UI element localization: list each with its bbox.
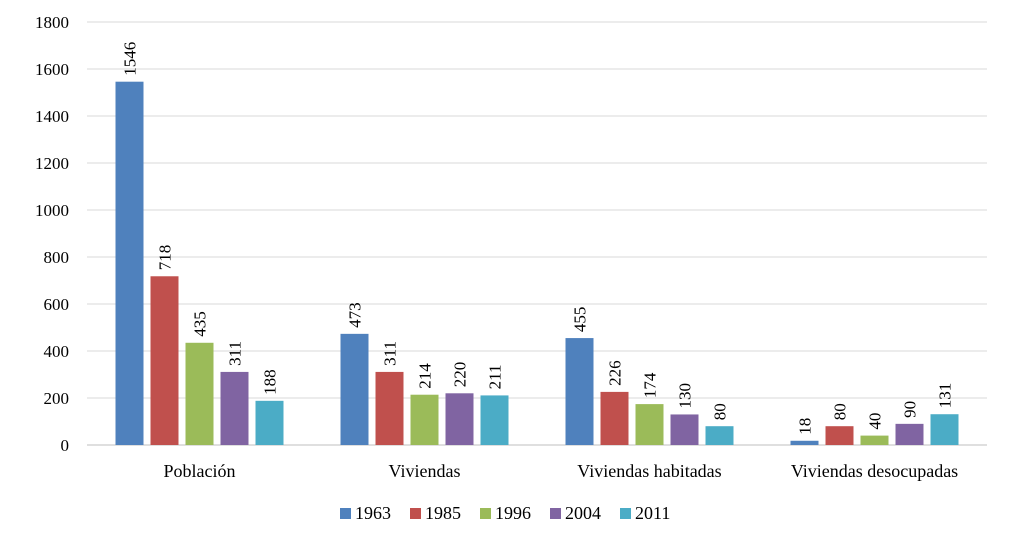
bar — [375, 371, 404, 445]
bar — [705, 426, 734, 445]
category-label: Viviendas habitadas — [577, 461, 721, 481]
bar — [600, 391, 629, 445]
data-label: 131 — [936, 383, 955, 409]
x-axis-categories: Población Viviendas Viviendas habitadas Viv… — [164, 461, 959, 481]
data-label: 90 — [901, 401, 920, 418]
bar — [220, 371, 249, 445]
category-label: Viviendas — [389, 461, 461, 481]
legend-swatch — [480, 508, 491, 519]
y-tick-label: 1600 — [35, 60, 69, 79]
data-label: 473 — [346, 302, 365, 328]
legend-label: 2011 — [635, 503, 670, 523]
legend-label: 1963 — [355, 503, 391, 523]
bar — [445, 393, 474, 445]
bar — [255, 400, 284, 445]
y-tick-label: 600 — [44, 295, 70, 314]
data-label: 211 — [486, 365, 505, 390]
data-label: 220 — [451, 362, 470, 388]
legend-swatch — [410, 508, 421, 519]
y-tick-label: 200 — [44, 389, 70, 408]
bars — [115, 81, 959, 445]
bar — [565, 338, 594, 445]
y-tick-label: 400 — [44, 342, 70, 361]
data-label: 311 — [381, 341, 400, 366]
legend: 1963 1985 1996 2004 2011 — [340, 503, 670, 523]
legend-swatch — [620, 508, 631, 519]
y-tick-label: 1200 — [35, 154, 69, 173]
category-label: Viviendas desocupadas — [791, 461, 958, 481]
bar — [930, 414, 959, 445]
bar — [670, 414, 699, 445]
data-label: 1546 — [121, 42, 140, 76]
data-label: 455 — [571, 307, 590, 333]
data-label: 18 — [796, 418, 815, 435]
y-tick-label: 1400 — [35, 107, 69, 126]
legend-label: 1996 — [495, 503, 531, 523]
legend-label: 1985 — [425, 503, 461, 523]
bar — [410, 394, 439, 445]
bar — [480, 395, 509, 445]
bar — [115, 81, 144, 445]
y-tick-label: 1800 — [35, 13, 69, 32]
data-label: 40 — [866, 413, 885, 430]
data-label: 130 — [676, 383, 695, 409]
legend-label: 2004 — [565, 503, 601, 523]
data-label: 718 — [156, 245, 175, 271]
data-label: 311 — [226, 341, 245, 366]
bar — [340, 333, 369, 445]
bar — [825, 426, 854, 445]
bar — [185, 342, 214, 445]
y-axis-ticks: 0 200 400 600 800 1000 1200 1400 1600 1800 — [35, 13, 69, 455]
y-tick-label: 800 — [44, 248, 70, 267]
bar — [895, 423, 924, 445]
data-label: 80 — [831, 403, 850, 420]
bar — [860, 435, 889, 445]
category-label: Población — [164, 461, 236, 481]
y-tick-label: 1000 — [35, 201, 69, 220]
legend-swatch — [340, 508, 351, 519]
data-label: 80 — [711, 403, 730, 420]
data-label: 214 — [416, 363, 435, 389]
y-tick-label: 0 — [61, 436, 70, 455]
data-label: 435 — [191, 311, 210, 337]
bar — [790, 440, 819, 445]
data-label: 188 — [261, 369, 280, 395]
bar — [635, 404, 664, 445]
data-label: 174 — [641, 372, 660, 398]
data-label: 226 — [606, 360, 625, 386]
data-labels: 1546 718 435 311 188 473 311 214 220 211 455 226 174… — [121, 42, 955, 435]
bar — [150, 276, 179, 445]
legend-swatch — [550, 508, 561, 519]
